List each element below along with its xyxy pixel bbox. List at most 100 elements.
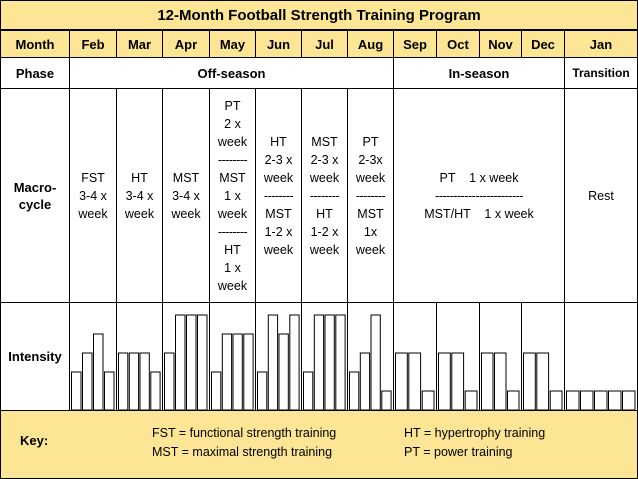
intensity-bar-jan-2 [580,390,594,411]
intensity-bar-mar-3 [139,352,150,411]
intensity-bar-aug-3 [370,314,381,411]
intensity-bar-jan-4 [608,390,622,411]
macro-text: MST [265,206,292,221]
macro-separator: -------- [217,152,248,167]
macro-text: HT [224,242,241,257]
intensity-bar-apr-1 [164,352,175,411]
macro-text: Rest [588,188,614,203]
intensity-bar-aug-1 [349,371,360,411]
macro-text: PT [362,134,379,149]
macro-text: MST [357,206,384,221]
macrocycle-in-season: PT 1 x week ------------------------ MST… [393,88,565,303]
intensity-bar-sep-2 [408,352,422,411]
macro-text: 3-4 x [172,188,200,203]
intensity-bar-feb-1 [71,371,82,411]
macro-text: PT 1 x week [439,170,519,185]
intensity-bar-mar-1 [118,352,129,411]
macro-text: week [217,278,248,293]
month-header-feb: Feb [69,30,117,58]
month-header-aug: Aug [347,30,394,58]
intensity-bar-feb-3 [93,333,104,411]
month-header-sep: Sep [393,30,437,58]
intensity-bar-apr-4 [197,314,208,411]
intensity-bar-oct-1 [438,352,451,411]
macro-text: HT [270,134,287,149]
intensity-bar-mar-4 [150,371,161,411]
macro-text: 1 x [224,188,241,203]
month-header-jun: Jun [255,30,302,58]
macro-separator: -------- [309,188,340,203]
intensity-bar-jul-2 [313,314,325,411]
intensity-bar-jun-1 [257,371,268,411]
macro-text: MST [172,170,200,185]
intensity-bar-nov-1 [481,352,494,411]
macro-text: 3-4 x [125,188,154,203]
macro-text: week [78,206,108,221]
intensity-bar-nov-3 [507,390,520,411]
intensity-bar-jun-3 [278,333,289,411]
key-pt: PT = power training [404,445,513,459]
intensity-bar-may-2 [221,333,233,411]
intensity-bar-apr-2 [175,314,186,411]
key-legend: Key: FST = functional strength training … [0,410,638,479]
macro-text: 2-3 x [310,152,339,167]
macro-text: week [217,206,248,221]
page-title: 12-Month Football Strength Training Prog… [0,0,638,30]
macro-text: 1-2 x [264,224,293,239]
macro-text: week [263,242,294,257]
macro-text: week [263,170,294,185]
macro-text: week [355,170,386,185]
macro-text: week [309,170,340,185]
intensity-bar-oct-2 [451,352,465,411]
macro-separator: -------- [355,188,386,203]
intensity-bar-sep-1 [395,352,408,411]
intensity-bar-aug-4 [381,390,392,411]
macro-text: 3-4 x [79,188,107,203]
intensity-bar-oct-3 [464,390,478,411]
intensity-bar-jan-5 [622,390,636,411]
intensity-bar-may-1 [211,371,222,411]
macro-text: week [309,242,340,257]
month-header-oct: Oct [436,30,480,58]
key-fst: FST = functional strength training [152,426,337,440]
macrocycle-jul: MST 2-3 x week -------- HT 1-2 x week [301,88,348,303]
intensity-bar-jun-2 [267,314,279,411]
intensity-bar-jul-4 [335,314,346,411]
intensity-bar-apr-3 [186,314,197,411]
intensity-bar-dec-2 [536,352,550,411]
month-header-jan: Jan [564,30,638,58]
macro-text: 2-3x [358,152,383,167]
macro-text: week [171,206,201,221]
macro-text: 1x [363,224,378,239]
macrocycle-may: PT 2 x week -------- MST 1 x week ------… [209,88,256,303]
intensity-bar-jul-3 [324,314,335,411]
intensity-bar-dec-1 [523,352,536,411]
macro-text: MST/HT 1 x week [424,206,534,221]
macro-text: 1-2 x [310,224,339,239]
macro-text: week [355,242,386,257]
intensity-bar-aug-2 [359,352,371,411]
intensity-bar-nov-2 [494,352,507,411]
intensity-bar-may-3 [232,333,243,411]
macro-text: HT [316,206,333,221]
month-header-apr: Apr [162,30,210,58]
macro-text: MST [311,134,338,149]
month-header-nov: Nov [479,30,522,58]
macro-text: FST [81,170,105,185]
macro-text: week [217,134,248,149]
macrocycle-label-line2: cycle [18,196,52,212]
intensity-bar-jun-4 [289,314,300,411]
intensity-bar-may-4 [243,333,254,411]
macro-text: HT [131,170,148,185]
month-header-dec: Dec [521,30,565,58]
macro-text: week [124,206,155,221]
intensity-bar-mar-2 [128,352,140,411]
macro-text: 2-3 x [264,152,293,167]
macro-text: 2 x [224,116,241,131]
macro-separator: -------- [263,188,294,203]
key-label: Key: [20,433,49,448]
macro-text: MST [219,170,246,185]
macrocycle-row-label: Macro- cycle [0,88,70,303]
